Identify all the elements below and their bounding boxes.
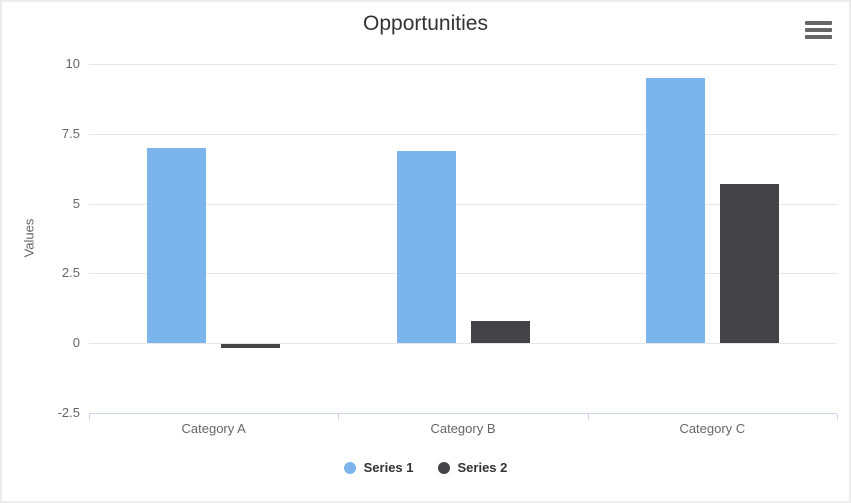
y-axis-title: Values xyxy=(21,218,37,258)
x-axis-line xyxy=(89,413,837,414)
gridline xyxy=(89,64,837,65)
y-tick-label: 7.5 xyxy=(61,125,80,141)
y-tick-label: -2.5 xyxy=(57,405,80,420)
x-axis-label-category-b: Category B xyxy=(430,421,496,436)
hamburger-icon-line xyxy=(805,35,832,39)
chart-title: Opportunities xyxy=(363,12,488,35)
gridline xyxy=(89,273,837,275)
x-axis-tick xyxy=(837,414,838,420)
y-tick-label: 10 xyxy=(65,56,80,71)
x-axis-label-category-c: Category C xyxy=(679,421,746,436)
y-tick-label: 5 xyxy=(72,195,80,211)
context-menu-button[interactable] xyxy=(805,21,832,39)
bar-series-1-category-c[interactable] xyxy=(645,77,705,344)
x-axis-tick xyxy=(89,414,90,420)
legend-marker-icon xyxy=(343,461,356,474)
bar-series-1-category-b[interactable] xyxy=(396,150,456,344)
bar-series-2-category-c[interactable] xyxy=(719,184,779,344)
bar-series-2-category-b[interactable] xyxy=(470,320,530,344)
hamburger-icon-line xyxy=(805,28,832,32)
bar-series-1-category-a[interactable] xyxy=(147,147,207,344)
x-axis-label-category-a: Category A xyxy=(181,421,246,436)
gridline xyxy=(89,133,837,135)
legend-label: Series 2 xyxy=(457,460,508,475)
gridline xyxy=(89,203,837,205)
legend-marker-icon xyxy=(437,461,450,474)
x-axis-tick xyxy=(338,414,340,420)
x-axis-tick xyxy=(587,414,589,420)
bar-series-2-category-a[interactable] xyxy=(221,344,281,349)
hamburger-icon-line xyxy=(805,21,832,25)
legend-item-series-2[interactable]: Series 2 xyxy=(437,460,508,475)
legend-label: Series 1 xyxy=(363,460,414,475)
y-tick-label: 2.5 xyxy=(61,265,80,281)
legend: Series 1 Series 2 xyxy=(2,460,849,475)
gridline xyxy=(89,343,837,345)
legend-item-series-1[interactable]: Series 1 xyxy=(343,460,414,475)
y-tick-label: 0 xyxy=(72,335,80,351)
